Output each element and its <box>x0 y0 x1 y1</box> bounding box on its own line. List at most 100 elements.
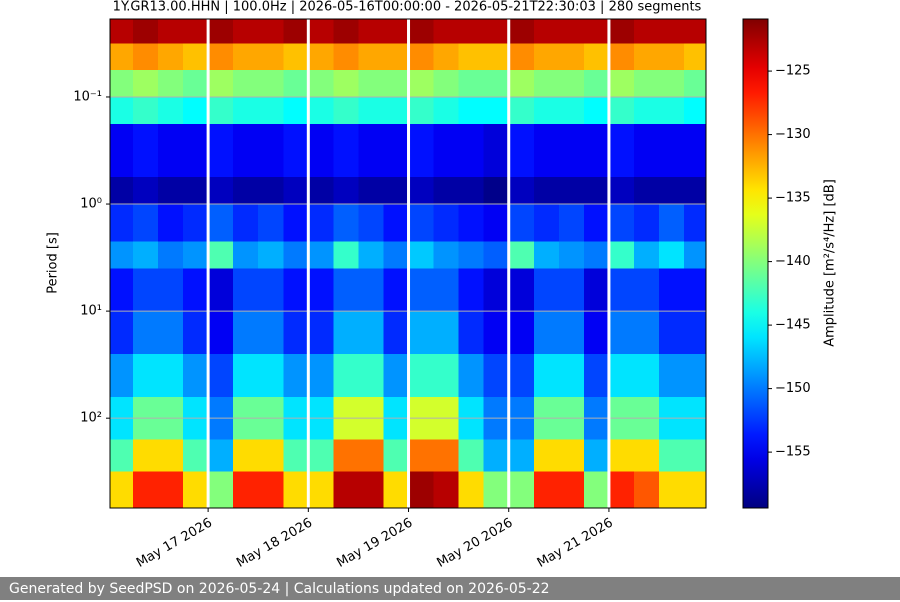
heatmap-cell <box>684 177 706 205</box>
heatmap-cell <box>383 241 410 269</box>
heatmap-cell <box>132 123 159 178</box>
heatmap-cell <box>684 96 706 125</box>
heatmap-cell <box>283 268 309 312</box>
heatmap-cell <box>132 471 159 508</box>
heatmap-cell <box>283 204 309 243</box>
heatmap-cell <box>158 19 184 44</box>
heatmap-cell <box>183 471 209 508</box>
heatmap-cell <box>233 123 259 178</box>
heatmap-cell <box>183 96 209 125</box>
heatmap-cell <box>483 177 510 205</box>
heatmap-cell <box>533 241 560 269</box>
heatmap-cell <box>684 439 706 473</box>
heatmap-cell <box>684 471 706 508</box>
heatmap-cell <box>383 311 410 355</box>
heatmap-cell <box>358 439 384 473</box>
heatmap-cell <box>483 268 510 312</box>
x-tick-label: May 19 2026 <box>334 516 415 571</box>
heatmap-cell <box>458 353 485 398</box>
heatmap-cell <box>583 353 610 398</box>
y-tick-label: 10⁻¹ <box>73 89 102 104</box>
colorbar-tick-label: −150 <box>775 381 811 396</box>
heatmap-cell <box>583 204 610 243</box>
x-tick-label: May 20 2026 <box>435 516 516 571</box>
heatmap-cell <box>633 19 660 44</box>
heatmap-cell <box>608 241 635 269</box>
heatmap-cell <box>659 177 685 205</box>
plot-frame <box>109 18 707 509</box>
heatmap-cell <box>558 19 585 44</box>
heatmap-cell <box>483 353 510 398</box>
y-tick-label: 10⁰ <box>80 197 102 212</box>
heatmap-cell <box>558 70 585 98</box>
heatmap-cell <box>383 19 410 44</box>
heatmap-cell <box>110 204 134 243</box>
heatmap-cell <box>283 96 309 125</box>
heatmap-cell <box>633 204 660 243</box>
heatmap-cell <box>358 353 384 398</box>
heatmap-cell <box>208 19 234 44</box>
heatmap-cell <box>533 311 560 355</box>
heatmap-cell <box>408 19 435 44</box>
heatmap-cell <box>110 241 134 269</box>
heatmap-cell <box>408 439 435 473</box>
heatmap-cell <box>333 96 359 125</box>
heatmap-cell <box>408 353 435 398</box>
heatmap-cell <box>258 123 284 178</box>
heatmap-cell <box>358 241 384 269</box>
heatmap-cell <box>408 177 435 205</box>
heatmap-cell <box>533 70 560 98</box>
heatmap-cell <box>233 43 259 71</box>
heatmap-cell <box>132 96 159 125</box>
heatmap-cell <box>684 241 706 269</box>
heatmap-cell <box>558 268 585 312</box>
heatmap-cell <box>433 353 460 398</box>
heatmap-cell <box>258 70 284 98</box>
heatmap-cell <box>608 204 635 243</box>
heatmap-cell <box>258 241 284 269</box>
heatmap-cell <box>183 177 209 205</box>
heatmap-cell <box>408 311 435 355</box>
heatmap-cell <box>433 96 460 125</box>
heatmap-cell <box>433 241 460 269</box>
heatmap-cell <box>358 43 384 71</box>
heatmap-cell <box>110 19 134 44</box>
heatmap-cell <box>283 19 309 44</box>
heatmap-cell <box>608 311 635 355</box>
heatmap-cell <box>110 353 134 398</box>
heatmap-cell <box>283 70 309 98</box>
heatmap-cell <box>659 204 685 243</box>
heatmap-cell <box>684 311 706 355</box>
chart-title: 1Y.GR13.00.HHN | 100.0Hz | 2026-05-16T00… <box>113 0 702 15</box>
heatmap-cell <box>533 353 560 398</box>
heatmap-cell <box>383 439 410 473</box>
heatmap-cell <box>458 241 485 269</box>
heatmap-cell <box>433 439 460 473</box>
heatmap-cell <box>383 204 410 243</box>
heatmap-cell <box>508 439 535 473</box>
heatmap-cell <box>433 70 460 98</box>
heatmap-cell <box>258 177 284 205</box>
heatmap-cell <box>233 70 259 98</box>
heatmap-cell <box>458 177 485 205</box>
heatmap-cell <box>558 439 585 473</box>
heatmap-cell <box>110 311 134 355</box>
heatmap-cell <box>283 311 309 355</box>
heatmap-cell <box>433 268 460 312</box>
heatmap-cell <box>659 123 685 178</box>
heatmap-cell <box>158 43 184 71</box>
footer: Generated by SeedPSD on 2026-05-24 | Cal… <box>0 577 900 600</box>
heatmap-cell <box>208 439 234 473</box>
heatmap-cell <box>158 241 184 269</box>
heatmap-cell <box>633 268 660 312</box>
heatmap-cell <box>383 471 410 508</box>
heatmap-cell <box>533 268 560 312</box>
heatmap-cell <box>308 204 334 243</box>
heatmap-cell <box>110 471 134 508</box>
heatmap-cell <box>283 439 309 473</box>
colorbar-tick-label: −155 <box>775 445 811 460</box>
heatmap-cell <box>233 204 259 243</box>
heatmap-cell <box>408 70 435 98</box>
heatmap-cell <box>583 19 610 44</box>
heatmap-cell <box>583 439 610 473</box>
